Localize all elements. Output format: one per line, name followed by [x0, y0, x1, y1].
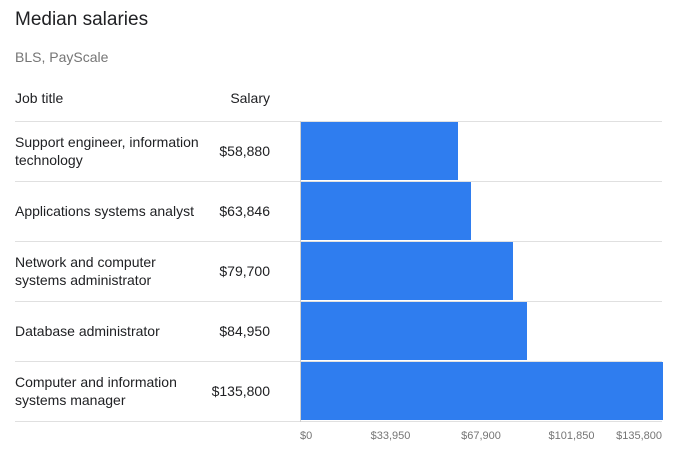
- salary-value-label: $84,950: [219, 323, 270, 339]
- chart-title: Median salaries: [15, 9, 149, 30]
- job-title-label: Computer and information systems manager: [15, 374, 177, 408]
- chart-source: BLS, PayScale: [15, 49, 109, 65]
- row-divider: [15, 301, 662, 302]
- plot-area: [300, 121, 663, 422]
- x-tick-label: $0: [300, 430, 313, 442]
- row-divider: [15, 181, 662, 182]
- row-divider: [15, 121, 662, 122]
- salary-bar[interactable]: [301, 242, 513, 300]
- job-title-label: Support engineer, information technology: [15, 134, 199, 168]
- row-divider: [15, 361, 662, 362]
- job-title-label: Network and computer systems administrat…: [15, 254, 156, 288]
- salary-value-label: $135,800: [211, 383, 270, 399]
- salary-value-label: $58,880: [219, 143, 270, 159]
- salary-value-label: $79,700: [219, 263, 270, 279]
- row-divider: [15, 421, 662, 422]
- x-tick-label: $67,900: [461, 430, 501, 442]
- x-tick-label: $33,950: [370, 430, 411, 442]
- job-title-label: Database administrator: [15, 323, 160, 339]
- salary-bar[interactable]: [301, 122, 458, 180]
- salary-bar[interactable]: [301, 362, 663, 420]
- column-header-salary: Salary: [230, 90, 270, 106]
- row-divider: [15, 241, 662, 242]
- x-tick-label: $101,850: [548, 430, 595, 442]
- x-tick-label: $135,800: [616, 430, 662, 442]
- salary-value-label: $63,846: [219, 203, 270, 219]
- salary-bar[interactable]: [301, 182, 471, 240]
- column-header-job-title: Job title: [15, 90, 64, 106]
- salary-bar[interactable]: [301, 302, 527, 360]
- job-title-label: Applications systems analyst: [15, 203, 194, 219]
